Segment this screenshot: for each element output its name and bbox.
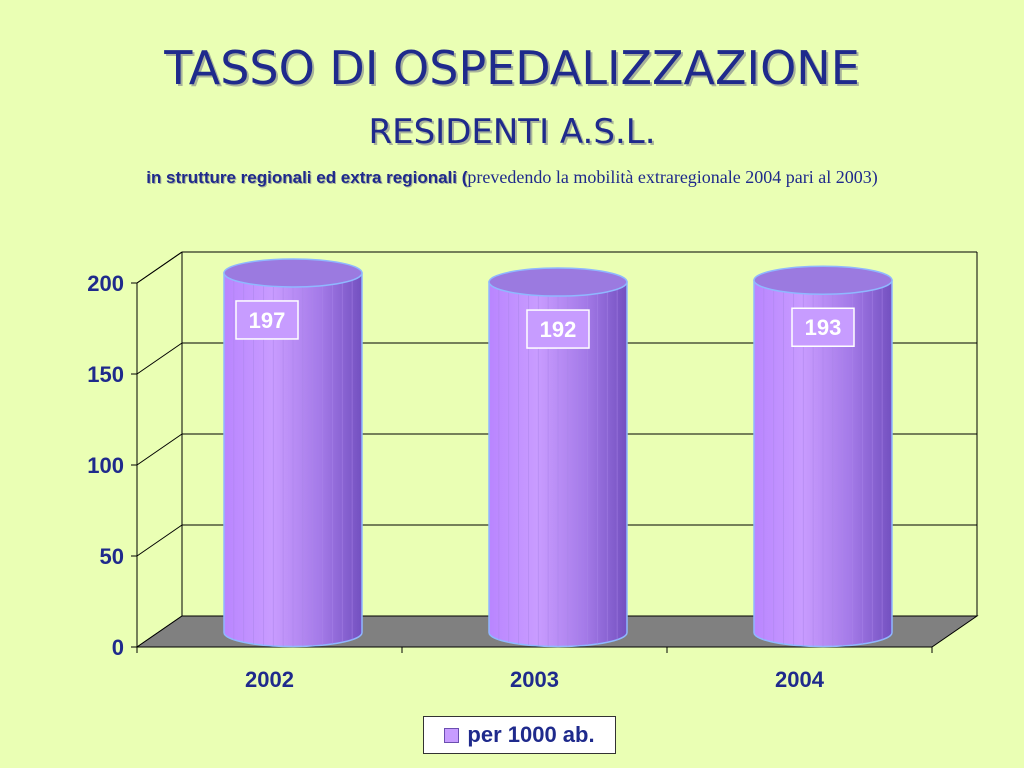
legend-label: per 1000 ab. [467, 722, 595, 747]
bar-top [223, 258, 363, 288]
chart-labels: 197 192 193 [235, 300, 855, 349]
chart-description: in strutture regionali ed extra regional… [0, 164, 1024, 191]
chart-subtitle: RESIDENTI A.S.L. [368, 112, 656, 152]
chart-title: TASSO DI OSPEDALIZZAZIONE [164, 41, 860, 95]
bar-2003 [488, 267, 628, 648]
legend-swatch [444, 727, 460, 743]
data-label-box [791, 307, 855, 347]
y-tick-label: 50 [100, 544, 124, 569]
bar-2004 [753, 265, 893, 648]
chart-legend: per 1000 ab. [423, 716, 616, 754]
data-label: 193 [805, 315, 842, 340]
gridline-side [136, 433, 183, 466]
y-tick-label: 150 [87, 362, 124, 387]
data-label-box [526, 309, 590, 349]
chart-bars [223, 258, 893, 648]
gridline-side [136, 342, 183, 375]
gridline-side [136, 524, 183, 557]
data-label: 192 [540, 317, 577, 342]
description-bold: in strutture regionali ed extra regional… [146, 168, 468, 187]
description-normal: prevedendo la mobilità extraregionale 20… [467, 167, 878, 187]
data-label: 197 [249, 308, 286, 333]
x-tick-label: 2003 [510, 667, 559, 692]
y-tick-label: 200 [87, 271, 124, 296]
y-tick-label: 0 [112, 635, 124, 660]
bar-2002 [223, 258, 363, 648]
bar-top [488, 267, 628, 297]
x-tick-label: 2004 [775, 667, 825, 692]
data-label-box [235, 300, 299, 340]
bar-top [753, 265, 893, 295]
chart-axes: 0 50 100 150 200 2002 2003 2004 [87, 271, 933, 692]
y-tick-label: 100 [87, 453, 124, 478]
wall-top [136, 251, 183, 284]
x-tick-label: 2002 [245, 667, 294, 692]
